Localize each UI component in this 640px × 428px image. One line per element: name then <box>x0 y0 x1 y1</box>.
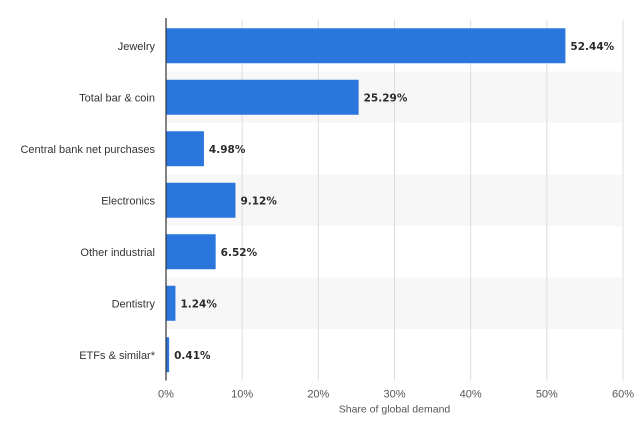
x-tick-label: 0% <box>158 389 174 401</box>
x-tick-label: 40% <box>460 389 482 401</box>
category-label: Electronics <box>101 195 155 207</box>
x-tick-label: 50% <box>536 389 558 401</box>
bar[interactable] <box>166 234 216 270</box>
data-label: 0.41% <box>174 350 211 362</box>
data-label: 6.52% <box>221 247 258 259</box>
x-tick-label: 30% <box>383 389 405 401</box>
bar[interactable] <box>166 131 204 167</box>
bar[interactable] <box>166 182 236 218</box>
category-label: Jewelry <box>118 41 156 53</box>
data-label: 4.98% <box>209 144 246 156</box>
category-label: Other industrial <box>80 247 155 259</box>
bar[interactable] <box>166 79 359 115</box>
category-label: ETFs & similar* <box>79 350 156 362</box>
data-label: 9.12% <box>240 195 277 207</box>
x-axis-title: Share of global demand <box>339 404 451 416</box>
bar[interactable] <box>166 337 170 373</box>
data-label: 52.44% <box>570 41 614 53</box>
data-label: 25.29% <box>364 92 408 104</box>
data-label: 1.24% <box>180 298 217 310</box>
x-tick-label: 20% <box>307 389 329 401</box>
bar[interactable] <box>166 285 176 321</box>
x-tick-label: 60% <box>612 389 634 401</box>
category-label: Total bar & coin <box>79 92 155 104</box>
x-tick-label: 10% <box>231 389 253 401</box>
category-label: Central bank net purchases <box>20 144 155 156</box>
labels: 0% 10% 20% 30% 40% 50% 60% Jewelry 52.44% Total b… <box>20 41 634 401</box>
bar[interactable] <box>166 28 566 64</box>
category-label: Dentistry <box>112 298 156 310</box>
bars <box>166 28 566 373</box>
